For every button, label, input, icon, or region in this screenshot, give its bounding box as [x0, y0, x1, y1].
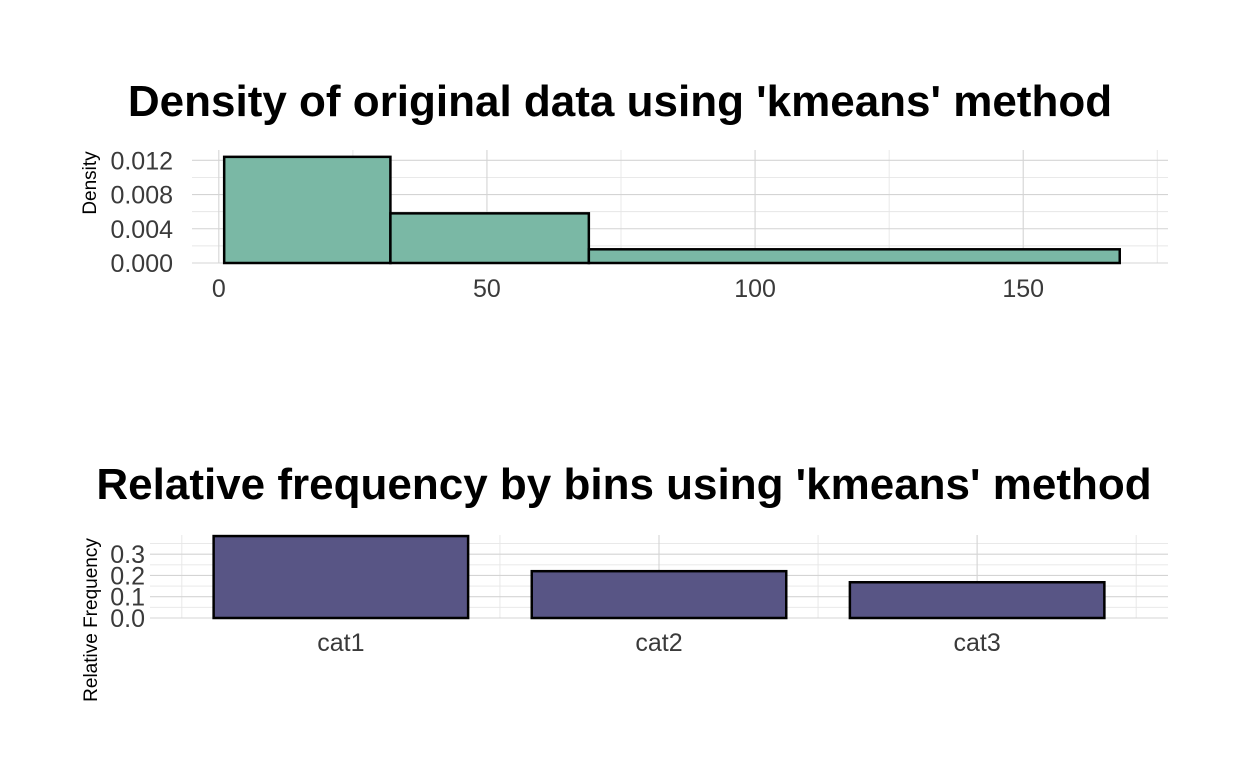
- frequency-bar-cat2: [530, 569, 788, 620]
- density-chart-x-tick-label: 100: [734, 275, 776, 303]
- density-bar: [587, 248, 1121, 265]
- density-chart-y-tick-label: 0.012: [110, 147, 173, 175]
- density-chart-y-ticks: 0.000 0.004 0.008 0.012: [110, 147, 173, 278]
- frequency-chart-x-tick-label: cat1: [317, 629, 364, 657]
- frequency-chart-title: Relative frequency by bins using 'kmeans…: [96, 460, 1151, 509]
- density-chart-title: Density of original data using 'kmeans' …: [128, 77, 1112, 126]
- density-chart-y-tick-label: 0.004: [110, 216, 173, 244]
- frequency-chart: Relative frequency by bins using 'kmeans…: [81, 460, 1168, 702]
- frequency-chart-x-tick-label: cat2: [635, 629, 682, 657]
- density-bar: [389, 212, 591, 265]
- frequency-chart-y-tick-label: 0.0: [110, 605, 145, 633]
- frequency-bar-cat1: [212, 534, 470, 620]
- density-chart-x-tick-label: 0: [212, 275, 226, 303]
- density-chart-bars: [222, 155, 1121, 265]
- frequency-bar-cat3: [848, 580, 1106, 620]
- density-chart: Density of original data using 'kmeans' …: [80, 77, 1168, 303]
- density-chart-x-ticks: 0 50 100 150: [212, 275, 1044, 303]
- density-chart-y-tick-label: 0.000: [110, 250, 173, 278]
- frequency-chart-y-ticks: 0.00.10.20.3: [110, 541, 145, 633]
- frequency-chart-y-tick-label: 0.1: [110, 584, 145, 612]
- frequency-chart-y-tick-label: 0.2: [110, 562, 145, 590]
- density-chart-x-tick-label: 150: [1002, 275, 1044, 303]
- frequency-chart-x-ticks: cat1 cat2 cat3: [317, 629, 1001, 657]
- frequency-chart-y-tick-label: 0.3: [110, 541, 145, 569]
- density-bar: [222, 155, 392, 265]
- density-chart-y-tick-label: 0.008: [110, 182, 173, 210]
- frequency-chart-bars: [212, 534, 1106, 620]
- frequency-chart-x-tick-label: cat3: [953, 629, 1000, 657]
- density-chart-y-axis-label: Density: [80, 151, 101, 215]
- frequency-chart-y-axis-label: Relative Frequency: [81, 538, 102, 702]
- density-chart-x-tick-label: 50: [473, 275, 501, 303]
